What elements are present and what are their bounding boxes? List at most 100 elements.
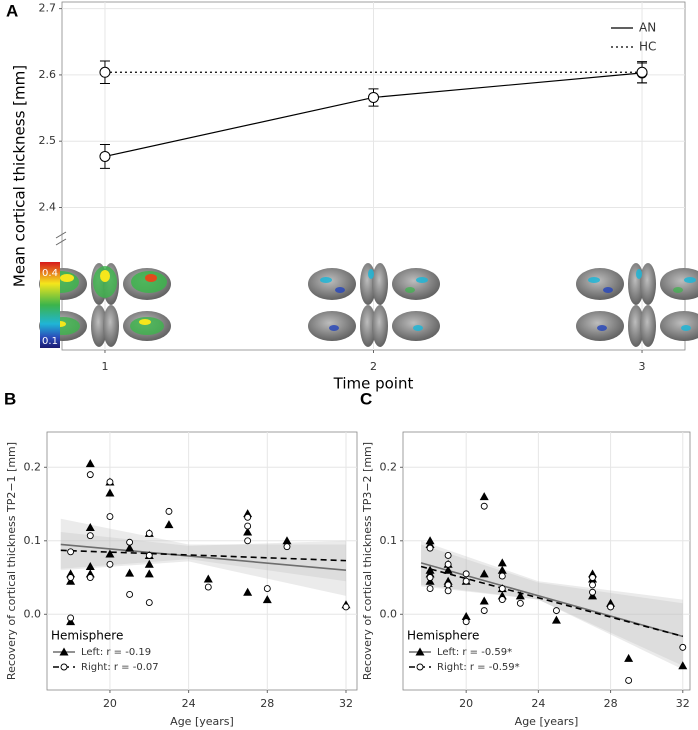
point [462, 577, 470, 585]
point [497, 558, 507, 567]
x-tick-label: 1 [101, 360, 108, 373]
point [551, 615, 561, 624]
point [461, 611, 471, 620]
point [145, 529, 153, 537]
point [589, 581, 596, 589]
point [86, 471, 94, 479]
regression-line [60, 543, 347, 571]
point [243, 527, 253, 536]
point [480, 502, 488, 510]
point [283, 543, 291, 551]
y-tick-label: 2.6 [39, 68, 57, 81]
point [165, 507, 173, 515]
point [426, 544, 434, 552]
point [515, 591, 525, 600]
point [145, 599, 153, 606]
x-tick-label: 20 [103, 697, 117, 710]
legend-marker [415, 647, 425, 656]
point [106, 478, 114, 486]
point [625, 676, 633, 684]
point [498, 585, 506, 593]
point [67, 574, 75, 581]
legend-label: Left: r = -0.59* [437, 647, 512, 658]
x-axis-title: Age [years] [515, 715, 579, 728]
point [85, 523, 95, 532]
point [86, 532, 94, 540]
point [479, 492, 489, 501]
plot-area [402, 431, 691, 691]
point [67, 548, 75, 556]
point [497, 565, 507, 574]
point [282, 536, 292, 545]
y-axis-title: Mean cortical thickness [mm] [11, 65, 29, 287]
point [106, 513, 114, 520]
point [67, 614, 75, 622]
y-tick-label: 2.4 [39, 200, 57, 213]
y-axis-title: Recovery of cortical thickness TP2−1 [mm… [5, 442, 18, 680]
x-tick-label: 32 [676, 697, 690, 710]
legend-title: Hemisphere [51, 629, 123, 643]
y-tick-label: 0.1 [24, 534, 42, 547]
colorbar [40, 262, 60, 348]
point [679, 643, 687, 651]
point [607, 603, 615, 611]
point [105, 549, 115, 558]
point [516, 599, 524, 607]
x-axis-title: Age [years] [170, 715, 234, 728]
point [262, 595, 272, 604]
x-tick-label: 20 [459, 697, 473, 710]
colorbar-label: 0.1 [42, 336, 58, 347]
point [126, 538, 134, 546]
x-tick-label: 24 [182, 697, 196, 710]
legend-marker [59, 647, 69, 656]
legend-label: Right: r = -0.07 [81, 662, 159, 673]
point [144, 559, 154, 568]
y-tick-label: 0.1 [380, 534, 398, 547]
point [85, 459, 95, 468]
point [125, 543, 135, 552]
point [99, 150, 111, 162]
point [444, 587, 452, 595]
point [589, 574, 596, 581]
y-tick-label: 2.5 [39, 134, 57, 147]
point [479, 596, 489, 605]
point [86, 574, 94, 581]
point [126, 590, 134, 598]
y-axis-title: Recovery of cortical thickness TP3−2 [mm… [361, 442, 374, 680]
point [164, 520, 174, 529]
y-tick-label: 0.2 [24, 460, 42, 473]
point [444, 560, 452, 568]
point [243, 587, 253, 596]
point [244, 522, 252, 530]
point [498, 572, 506, 580]
point [444, 581, 452, 589]
point [462, 570, 470, 578]
point [85, 562, 95, 571]
point [636, 66, 648, 78]
x-tick-label: 28 [260, 697, 274, 710]
point [444, 552, 452, 559]
x-tick-label: 28 [604, 697, 618, 710]
point [99, 66, 111, 78]
point [106, 560, 114, 568]
panel-label: B [4, 389, 16, 408]
x-tick-label: 32 [339, 697, 353, 710]
regression-line [60, 549, 347, 562]
x-tick-label: 3 [639, 360, 646, 373]
point [426, 585, 434, 593]
y-tick-label: 0.2 [380, 460, 398, 473]
brain-maps [39, 262, 698, 348]
confidence-band [421, 540, 683, 670]
point [678, 661, 688, 670]
point [244, 513, 252, 521]
legend-title: Hemisphere [407, 629, 479, 643]
x-axis-title: Time point [333, 375, 414, 393]
panel-label: C [360, 389, 372, 408]
point [498, 596, 506, 604]
point [368, 91, 379, 103]
point [589, 588, 596, 596]
point [479, 569, 489, 578]
legend-label: Left: r = -0.19 [81, 647, 151, 658]
point [426, 574, 434, 581]
